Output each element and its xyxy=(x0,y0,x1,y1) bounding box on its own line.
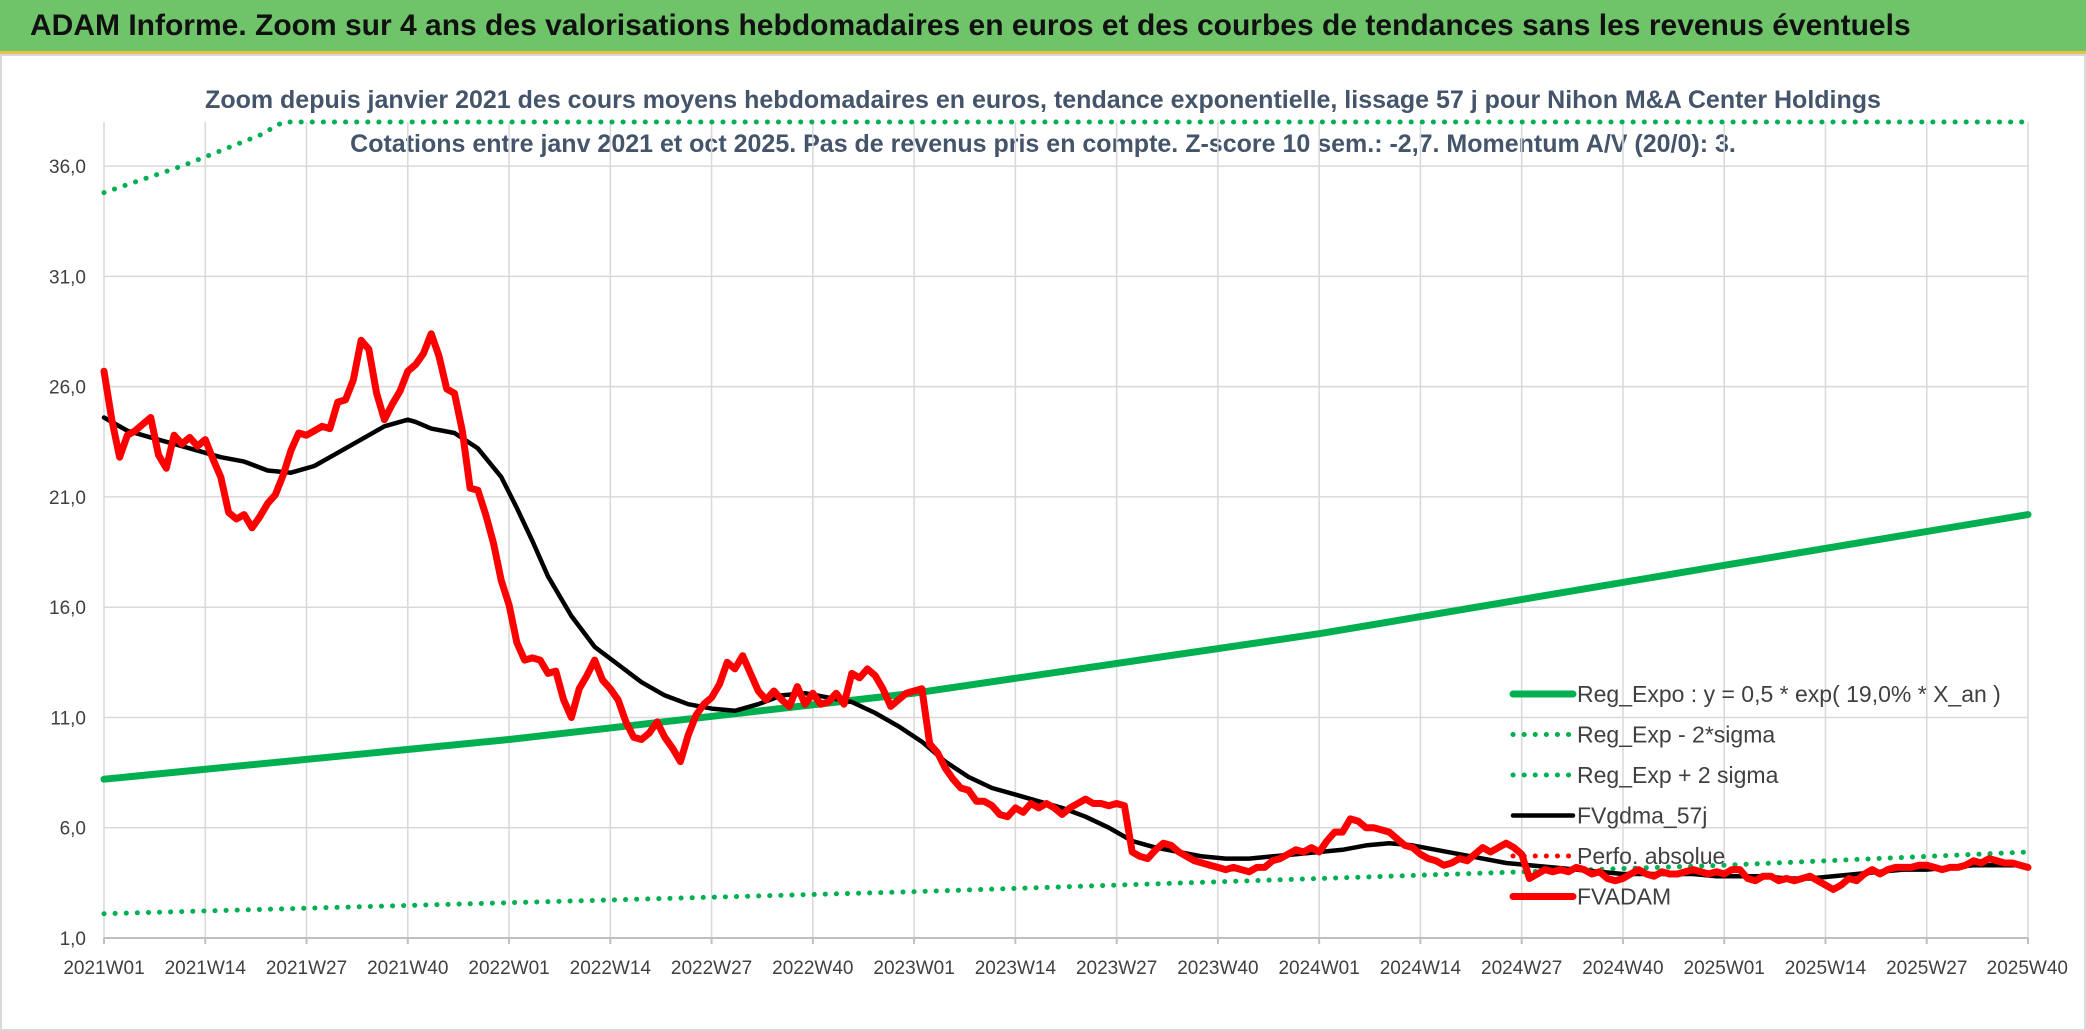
y-tick-label-1: 6,0 xyxy=(60,819,86,840)
chart-subtitle: Cotations entre janv 2021 et oct 2025. P… xyxy=(350,130,1736,158)
legend-entry-0: Reg_Expo : y = 0,5 * exp( 19,0% * X_an ) xyxy=(1577,681,2001,707)
gridlines xyxy=(103,122,2029,939)
y-tick-label-3: 16,0 xyxy=(49,598,86,619)
x-tick-label-13: 2024W14 xyxy=(1380,958,1462,979)
x-tick-label-17: 2025W14 xyxy=(1785,958,1867,979)
x-tick-label-5: 2022W14 xyxy=(570,958,652,979)
chart-frame xyxy=(0,54,2086,1031)
legend-entry-4: Perfo. absolue xyxy=(1577,843,1725,869)
x-tick-label-14: 2024W27 xyxy=(1481,958,1562,979)
series-line-3 xyxy=(101,415,2023,881)
x-tick-label-2: 2021W27 xyxy=(266,958,347,979)
y-tick-label-0: 1,0 xyxy=(60,929,86,950)
series-line-5 xyxy=(100,330,2032,893)
series-line-2 xyxy=(101,119,2031,196)
x-tick-label-10: 2023W27 xyxy=(1076,958,1157,979)
y-tick-label-4: 21,0 xyxy=(49,488,86,509)
legend-entry-5: FVADAM xyxy=(1577,884,1671,910)
x-tick-label-3: 2021W40 xyxy=(367,958,448,979)
x-tick-label-16: 2025W01 xyxy=(1684,958,1765,979)
x-axis: 2021W01 2021W14 2021W27 2021W40 2022W01 2022W… xyxy=(63,938,2068,979)
x-tick-label-1: 2021W14 xyxy=(165,958,247,979)
y-axis: 1,0 6,0 11,0 16,0 21,0 26,0 31,0 36,0 xyxy=(49,157,86,950)
legend-entry-2: Reg_Exp + 2 sigma xyxy=(1577,762,1779,788)
x-tick-label-6: 2022W27 xyxy=(671,958,752,979)
report-banner: ADAM Informe. Zoom sur 4 ans des valoris… xyxy=(0,0,2086,54)
x-tick-label-7: 2022W40 xyxy=(772,958,853,979)
y-tick-label-2: 11,0 xyxy=(50,708,86,729)
legend: Reg_Expo : y = 0,5 * exp( 19,0% * X_an )… xyxy=(1509,681,2001,910)
y-tick-label-6: 31,0 xyxy=(49,267,86,288)
chart-title: Zoom depuis janvier 2021 des cours moyen… xyxy=(205,86,1881,114)
x-tick-label-12: 2024W01 xyxy=(1278,958,1359,979)
legend-entry-1: Reg_Exp - 2*sigma xyxy=(1577,722,1775,748)
plot-series xyxy=(100,119,2032,917)
x-tick-label-18: 2025W27 xyxy=(1886,958,1967,979)
x-tick-label-19: 2025W40 xyxy=(1987,958,2068,979)
report-title: ADAM Informe. Zoom sur 4 ans des valoris… xyxy=(30,9,1911,42)
x-tick-label-9: 2023W14 xyxy=(975,958,1057,979)
x-tick-label-8: 2023W01 xyxy=(873,958,954,979)
x-tick-label-15: 2024W40 xyxy=(1582,958,1663,979)
series-line-0 xyxy=(100,511,2032,783)
y-tick-label-5: 26,0 xyxy=(49,378,86,399)
x-tick-label-0: 2021W01 xyxy=(63,958,144,979)
y-tick-label-7: 36,0 xyxy=(49,157,86,178)
legend-entry-3: FVgdma_57j xyxy=(1577,803,1707,829)
x-tick-label-11: 2023W40 xyxy=(1177,958,1258,979)
series-line-1 xyxy=(101,849,2031,917)
x-tick-label-4: 2022W01 xyxy=(468,958,549,979)
